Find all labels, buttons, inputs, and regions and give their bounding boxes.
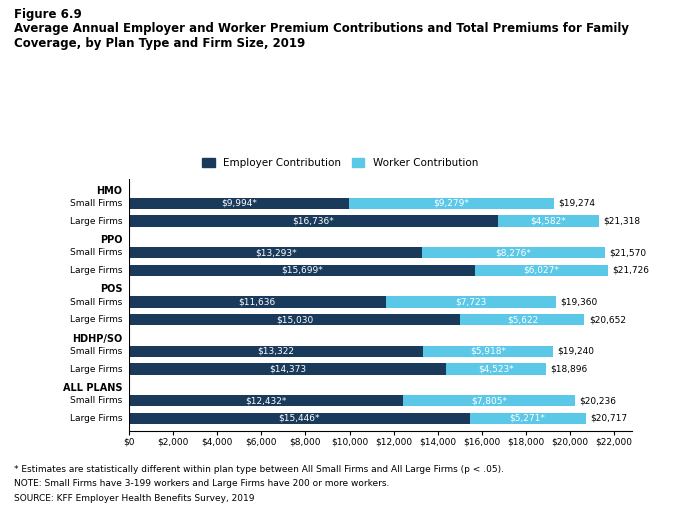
Text: $7,723: $7,723 xyxy=(455,298,487,307)
Text: Small Firms: Small Firms xyxy=(70,199,123,208)
Bar xyxy=(461,314,584,326)
Text: NOTE: Small Firms have 3-199 workers and Large Firms have 200 or more workers.: NOTE: Small Firms have 3-199 workers and… xyxy=(14,479,389,488)
Legend: Employer Contribution, Worker Contribution: Employer Contribution, Worker Contributi… xyxy=(202,158,478,168)
Text: $4,582*: $4,582* xyxy=(530,217,566,226)
Text: Average Annual Employer and Worker Premium Contributions and Total Premiums for : Average Annual Employer and Worker Premi… xyxy=(14,22,629,35)
Text: $11,636: $11,636 xyxy=(239,298,276,307)
Text: $21,570: $21,570 xyxy=(609,248,646,257)
Text: $12,432*: $12,432* xyxy=(246,396,287,405)
Text: Small Firms: Small Firms xyxy=(70,396,123,405)
Text: $14,373: $14,373 xyxy=(269,364,306,373)
Text: $19,360: $19,360 xyxy=(560,298,597,307)
Bar xyxy=(422,247,604,258)
Text: HMO: HMO xyxy=(96,186,123,196)
Text: Large Firms: Large Firms xyxy=(70,217,123,226)
Text: Coverage, by Plan Type and Firm Size, 2019: Coverage, by Plan Type and Firm Size, 20… xyxy=(14,37,305,50)
Bar xyxy=(129,413,470,424)
Text: $19,240: $19,240 xyxy=(558,347,595,356)
Text: $13,322: $13,322 xyxy=(258,347,295,356)
Bar xyxy=(129,395,403,406)
Text: HDHP/SO: HDHP/SO xyxy=(73,333,123,343)
Bar xyxy=(423,345,554,357)
Bar xyxy=(129,296,385,308)
Bar xyxy=(129,198,350,209)
Bar xyxy=(385,296,556,308)
Bar xyxy=(403,395,575,406)
Text: $15,699*: $15,699* xyxy=(281,266,323,275)
Bar xyxy=(498,215,599,227)
Text: POS: POS xyxy=(100,284,123,295)
Text: $19,274: $19,274 xyxy=(558,199,595,208)
Text: $6,027*: $6,027* xyxy=(524,266,560,275)
Text: SOURCE: KFF Employer Health Benefits Survey, 2019: SOURCE: KFF Employer Health Benefits Sur… xyxy=(14,494,255,503)
Bar xyxy=(129,345,423,357)
Text: $15,446*: $15,446* xyxy=(279,414,320,423)
Bar xyxy=(446,363,546,375)
Text: $9,994*: $9,994* xyxy=(221,199,257,208)
Text: $5,622: $5,622 xyxy=(507,315,538,324)
Text: $21,726: $21,726 xyxy=(612,266,649,275)
Text: Small Firms: Small Firms xyxy=(70,298,123,307)
Text: Large Firms: Large Firms xyxy=(70,364,123,373)
Text: Figure 6.9: Figure 6.9 xyxy=(14,8,82,21)
Text: $7,805*: $7,805* xyxy=(471,396,507,405)
Text: $20,652: $20,652 xyxy=(588,315,625,324)
Bar xyxy=(129,265,475,276)
Text: * Estimates are statistically different within plan type between All Small Firms: * Estimates are statistically different … xyxy=(14,465,504,474)
Text: $16,736*: $16,736* xyxy=(292,217,334,226)
Text: Small Firms: Small Firms xyxy=(70,347,123,356)
Text: Large Firms: Large Firms xyxy=(70,315,123,324)
Text: Large Firms: Large Firms xyxy=(70,266,123,275)
Text: $5,271*: $5,271* xyxy=(510,414,546,423)
Text: $4,523*: $4,523* xyxy=(478,364,514,373)
Bar xyxy=(470,413,586,424)
Bar xyxy=(350,198,554,209)
Bar xyxy=(129,363,446,375)
Bar xyxy=(129,314,461,326)
Bar xyxy=(475,265,608,276)
Text: $20,717: $20,717 xyxy=(591,414,628,423)
Text: PPO: PPO xyxy=(100,235,123,245)
Text: $13,293*: $13,293* xyxy=(255,248,297,257)
Text: $15,030: $15,030 xyxy=(276,315,313,324)
Text: $18,896: $18,896 xyxy=(550,364,587,373)
Text: ALL PLANS: ALL PLANS xyxy=(63,383,123,393)
Text: Large Firms: Large Firms xyxy=(70,414,123,423)
Text: $21,318: $21,318 xyxy=(604,217,641,226)
Bar xyxy=(129,215,498,227)
Text: $20,236: $20,236 xyxy=(579,396,616,405)
Text: $8,276*: $8,276* xyxy=(496,248,531,257)
Text: $9,279*: $9,279* xyxy=(433,199,470,208)
Bar xyxy=(129,247,422,258)
Text: $5,918*: $5,918* xyxy=(470,347,506,356)
Text: Small Firms: Small Firms xyxy=(70,248,123,257)
